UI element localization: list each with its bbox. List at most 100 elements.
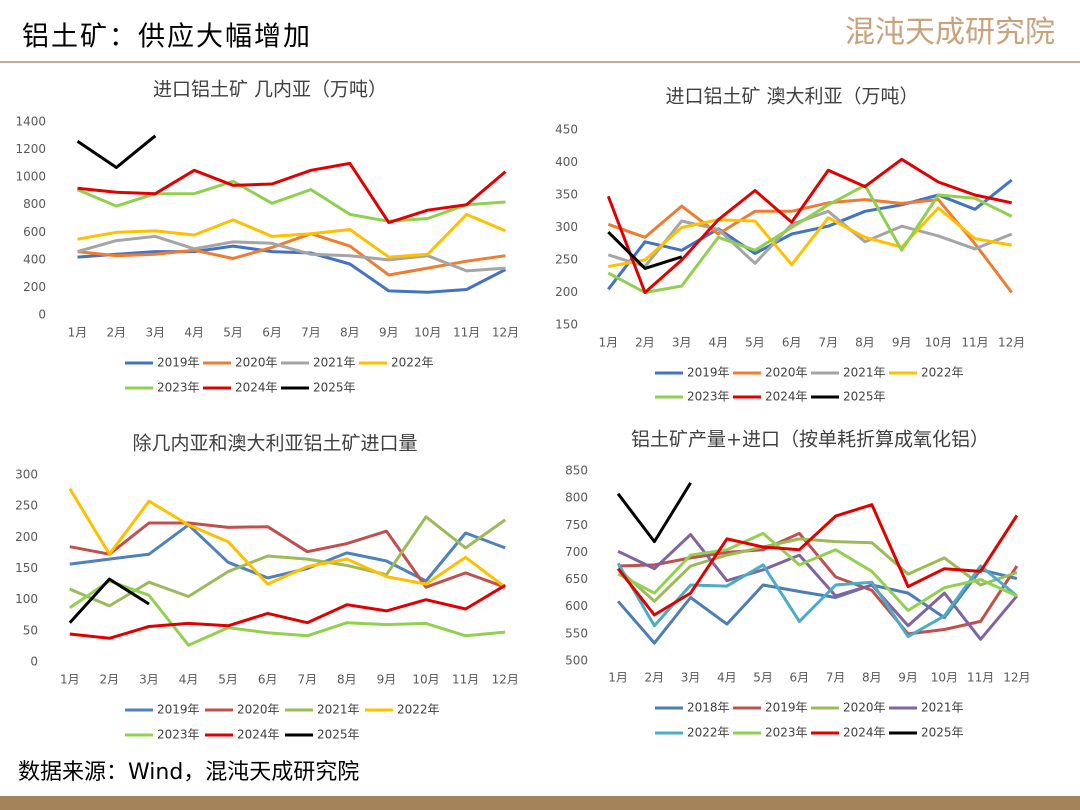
x-tick-label: 8月: [340, 326, 360, 340]
x-tick-label: 3月: [145, 326, 165, 340]
x-tick-label: 1月: [608, 671, 628, 685]
chart-title: 进口铝土矿 几内亚（万吨）: [153, 79, 387, 101]
y-tick-label: 300: [555, 220, 578, 234]
series-line: [607, 231, 683, 270]
legend-label: 2019年: [687, 366, 730, 380]
legend-label: 2020年: [765, 366, 808, 380]
series-line: [606, 157, 1013, 294]
legend-label: 2020年: [235, 356, 278, 370]
legend-label: 2022年: [687, 726, 730, 740]
x-tick-label: 1月: [68, 326, 88, 340]
series-line: [77, 234, 506, 273]
y-tick-label: 600: [23, 225, 46, 239]
legend-label: 2024年: [235, 381, 278, 395]
x-tick-label: 11月: [961, 336, 988, 350]
x-tick-label: 10月: [931, 671, 958, 685]
y-tick-label: 200: [15, 530, 38, 544]
series-line: [76, 179, 506, 223]
series-line: [607, 183, 1013, 294]
y-tick-label: 1400: [15, 115, 46, 129]
x-tick-label: 7月: [301, 326, 321, 340]
x-tick-label: 8月: [862, 671, 882, 685]
y-tick-label: 200: [23, 280, 46, 294]
chart-title: 进口铝土矿 澳大利亚（万吨）: [665, 86, 918, 108]
x-tick-label: 9月: [379, 326, 399, 340]
legend-label: 2021年: [313, 356, 356, 370]
y-tick-label: 0: [30, 655, 38, 669]
y-tick-label: 250: [555, 253, 578, 267]
x-tick-label: 5月: [753, 671, 773, 685]
x-tick-label: 6月: [262, 326, 282, 340]
y-tick-label: 450: [555, 123, 578, 137]
y-tick-label: 1200: [15, 142, 46, 156]
y-tick-label: 550: [565, 626, 588, 640]
x-tick-label: 9月: [898, 671, 918, 685]
series-line: [69, 584, 506, 640]
y-tick-label: 100: [15, 592, 38, 606]
legend-label: 2022年: [397, 703, 440, 717]
chart-title: 除几内亚和澳大利亚铝土矿进口量: [132, 433, 417, 455]
y-tick-label: 200: [555, 285, 578, 299]
y-tick-label: 50: [23, 623, 38, 637]
series-line: [616, 482, 692, 544]
series-line: [616, 568, 1018, 645]
y-tick-label: 350: [555, 188, 578, 202]
legend-label: 2020年: [843, 701, 886, 715]
x-tick-label: 12月: [998, 336, 1025, 350]
x-tick-label: 4月: [709, 336, 729, 350]
y-tick-label: 800: [565, 491, 588, 505]
legend-label: 2025年: [313, 381, 356, 395]
series-line: [68, 487, 507, 589]
series-line: [607, 178, 1013, 291]
source-note: 数据来源：Wind，混沌天成研究院: [18, 760, 359, 785]
series-line: [608, 206, 1012, 268]
x-tick-label: 3月: [672, 336, 692, 350]
series-line: [616, 562, 1018, 639]
series-line: [77, 212, 507, 259]
series-line: [68, 577, 150, 624]
series-line: [69, 515, 507, 608]
legend-label: 2019年: [765, 701, 808, 715]
x-tick-label: 4月: [717, 671, 737, 685]
legend-label: 2019年: [157, 356, 200, 370]
legend-label: 2024年: [843, 726, 886, 740]
legend-label: 2020年: [237, 703, 280, 717]
series-line: [617, 533, 1019, 641]
x-tick-label: 11月: [452, 673, 479, 687]
x-tick-label: 3月: [139, 673, 159, 687]
legend-label: 2022年: [391, 356, 434, 370]
x-tick-label: 6月: [790, 671, 810, 685]
series-line: [607, 198, 1013, 294]
x-tick-label: 7月: [819, 336, 839, 350]
logo: 混沌天成研究院: [845, 15, 1055, 50]
x-tick-label: 4月: [184, 326, 204, 340]
legend-label: 2024年: [765, 390, 808, 404]
y-tick-label: 650: [565, 572, 588, 586]
legend-label: 2018年: [687, 701, 730, 715]
legend-label: 2023年: [157, 381, 200, 395]
x-tick-label: 2月: [107, 326, 127, 340]
x-tick-label: 1月: [60, 673, 80, 687]
series-line: [77, 161, 507, 225]
legend-label: 2019年: [157, 703, 200, 717]
legend-label: 2021年: [921, 701, 964, 715]
series-line: [617, 537, 1018, 603]
slide-title: 铝土矿：供应大幅增加: [22, 22, 312, 53]
y-tick-label: 0: [38, 308, 46, 322]
legend-label: 2023年: [157, 728, 200, 742]
legend-label: 2025年: [921, 726, 964, 740]
x-tick-label: 10月: [412, 673, 439, 687]
x-tick-label: 11月: [967, 671, 994, 685]
y-tick-label: 700: [565, 545, 588, 559]
x-tick-label: 11月: [453, 326, 480, 340]
y-tick-label: 800: [23, 197, 46, 211]
x-tick-label: 1月: [599, 336, 619, 350]
y-tick-label: 750: [565, 518, 588, 532]
x-tick-label: 10月: [925, 336, 952, 350]
y-tick-label: 850: [565, 464, 588, 478]
chart-title: 铝土矿产量+进口（按单耗折算成氧化铝）: [631, 429, 989, 451]
x-tick-label: 4月: [179, 673, 199, 687]
legend-label: 2024年: [237, 728, 280, 742]
